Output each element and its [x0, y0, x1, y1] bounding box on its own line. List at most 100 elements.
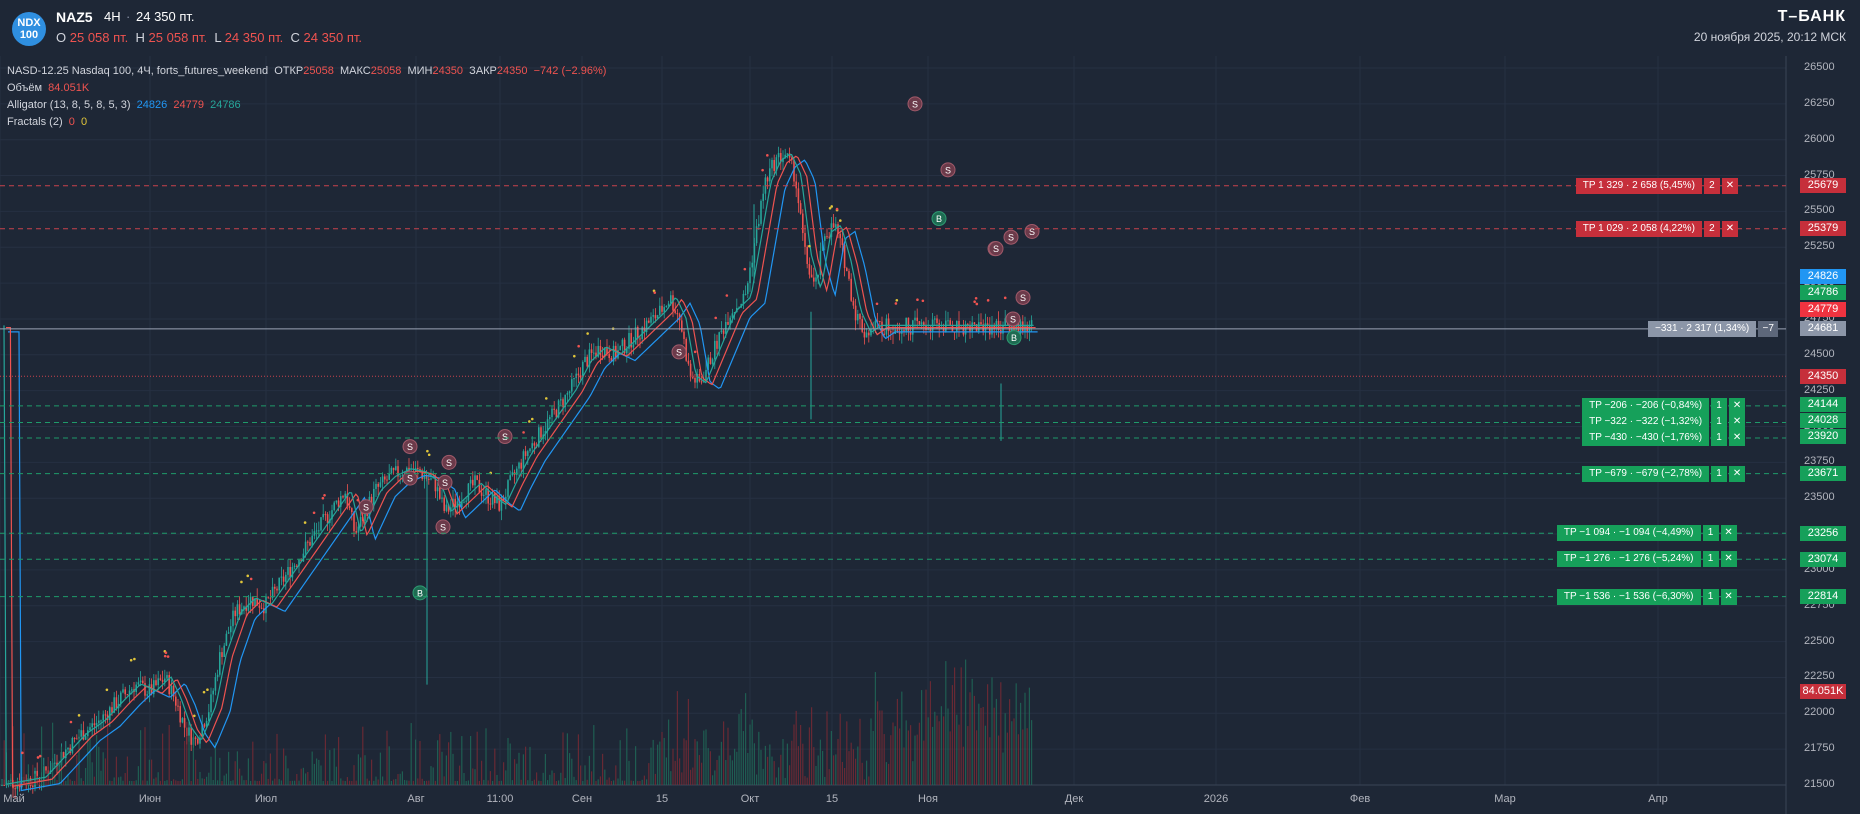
take-profit-order[interactable]: TP −206 · −206 (−0,84%) 1 ✕ [1582, 397, 1746, 414]
volume-bar [756, 774, 758, 785]
legend-alligator-row[interactable]: Alligator (13, 8, 5, 8, 5, 3) 24826 2477… [7, 97, 606, 114]
legend-volume-row[interactable]: Объём 84.051K [7, 80, 606, 97]
candle-body [546, 419, 549, 432]
order-text[interactable]: TP −1 094 · −1 094 (−4,49%) [1556, 525, 1701, 542]
last-price: 24 350 пт. [136, 9, 195, 24]
candle-body [181, 718, 184, 723]
legend-instrument-row[interactable]: NASD-12.25 Nasdaq 100, 4Ч, forts_futures… [7, 63, 606, 80]
take-profit-order[interactable]: TP 1 029 · 2 058 (4,22%) 2 ✕ [1575, 220, 1738, 237]
take-profit-order[interactable]: TP −430 · −430 (−1,76%) 1 ✕ [1582, 429, 1746, 446]
close-order-icon[interactable]: ✕ [1721, 220, 1738, 237]
sell-marker: S [402, 470, 418, 486]
order-text[interactable]: TP −679 · −679 (−2,78%) [1582, 465, 1710, 482]
close-order-icon[interactable]: ✕ [1720, 588, 1737, 605]
volume-bar [945, 661, 947, 785]
candle-body [216, 674, 219, 678]
order-text[interactable]: TP −430 · −430 (−1,76%) [1582, 429, 1710, 446]
order-text[interactable]: TP −1 536 · −1 536 (−6,30%) [1556, 588, 1701, 605]
price-tag-lips: 24786 [1800, 285, 1846, 300]
candle-body [276, 588, 278, 591]
volume-bar [320, 765, 322, 785]
volume-bar [848, 751, 850, 785]
close-order-icon[interactable]: ✕ [1729, 414, 1746, 431]
volume-bar [377, 779, 379, 785]
fractal-marker [921, 299, 925, 303]
volume-bar [155, 777, 157, 785]
candle-body [751, 262, 753, 268]
take-profit-order[interactable]: TP −1 276 · −1 276 (−5,24%) 1 ✕ [1556, 551, 1737, 568]
volume-bar [23, 733, 25, 785]
candle-body [874, 320, 877, 328]
volume-bar [507, 737, 509, 785]
fractal-marker [975, 302, 979, 306]
ohlc-readout: O 25 058 пт. H 25 058 пт. L 24 350 пт. C… [56, 30, 362, 45]
order-text[interactable]: TP 1 029 · 2 058 (4,22%) [1575, 220, 1702, 237]
volume-bar [3, 740, 5, 785]
take-profit-order[interactable]: TP 1 329 · 2 658 (5,45%) 2 ✕ [1575, 177, 1738, 194]
volume-bar [861, 762, 863, 785]
close-order-icon[interactable]: ✕ [1721, 177, 1738, 194]
candle-body [575, 373, 577, 378]
marker-circle [358, 499, 374, 515]
candle-body [111, 707, 113, 713]
close-value: 24 350 пт. [303, 30, 363, 45]
volume-bar [309, 780, 311, 785]
candle-body [727, 322, 729, 325]
volume-bar [289, 780, 291, 785]
legend-fractals-row[interactable]: Fractals (2) 0 0 [7, 114, 606, 131]
interval-selector[interactable]: 4H [104, 9, 121, 24]
candle-body [494, 493, 496, 504]
volume-bar [582, 780, 584, 785]
low-value: 24 350 пт. [224, 30, 284, 45]
candle-body [89, 727, 91, 731]
candle-body [159, 678, 162, 680]
order-text[interactable]: TP −1 276 · −1 276 (−5,24%) [1556, 551, 1701, 568]
candle-body [797, 188, 800, 204]
badge-line-1: NDX [17, 17, 41, 29]
close-order-icon[interactable]: ✕ [1729, 465, 1746, 482]
volume-bar [740, 709, 742, 785]
candle-body [254, 598, 256, 607]
take-profit-order[interactable]: TP −679 · −679 (−2,78%) 1 ✕ [1582, 465, 1746, 482]
order-text[interactable]: TP −206 · −206 (−0,84%) [1582, 397, 1710, 414]
candle-body [843, 245, 846, 269]
volume-bar [179, 781, 181, 785]
candle-body [397, 466, 399, 477]
candle-body [766, 177, 769, 182]
volume-bar [738, 714, 740, 785]
close-order-icon[interactable]: ✕ [1720, 525, 1737, 542]
order-text[interactable]: TP 1 329 · 2 658 (5,45%) [1575, 177, 1702, 194]
close-order-icon[interactable]: ✕ [1720, 551, 1737, 568]
order-count: 1 [1702, 525, 1719, 542]
order-text[interactable]: TP −322 · −322 (−1,32%) [1582, 414, 1710, 431]
position-label[interactable]: −331 · 2 317 (1,34%) −7 [1648, 320, 1779, 337]
volume-bar [712, 775, 714, 785]
volume-bar [465, 780, 467, 785]
volume-bar [470, 736, 472, 785]
volume-bar [111, 780, 113, 785]
close-order-icon[interactable]: ✕ [1729, 397, 1746, 414]
volume-bar [542, 772, 544, 785]
volume-bar [98, 746, 100, 785]
symbol-name[interactable]: NAZ5 [56, 9, 93, 25]
take-profit-order[interactable]: TP −1 094 · −1 094 (−4,49%) 1 ✕ [1556, 525, 1737, 542]
take-profit-order[interactable]: TP −322 · −322 (−1,32%) 1 ✕ [1582, 414, 1746, 431]
separator: · [126, 9, 131, 24]
take-profit-order[interactable]: TP −1 536 · −1 536 (−6,30%) 1 ✕ [1556, 588, 1737, 605]
close-order-icon[interactable]: ✕ [1729, 429, 1746, 446]
volume-bar [109, 780, 111, 785]
volume-bar [767, 756, 769, 785]
volume-bar [696, 741, 698, 785]
volume-bar [441, 751, 443, 785]
volume-bar [987, 684, 989, 785]
volume-bar [274, 778, 276, 785]
volume-bar [791, 740, 793, 785]
candle-body [711, 359, 714, 364]
volume-bar [718, 755, 720, 785]
volume-bar [747, 753, 749, 785]
candle-body [956, 320, 958, 332]
candle-body [483, 494, 485, 496]
candle-body [832, 223, 835, 228]
candle-body [142, 680, 144, 684]
